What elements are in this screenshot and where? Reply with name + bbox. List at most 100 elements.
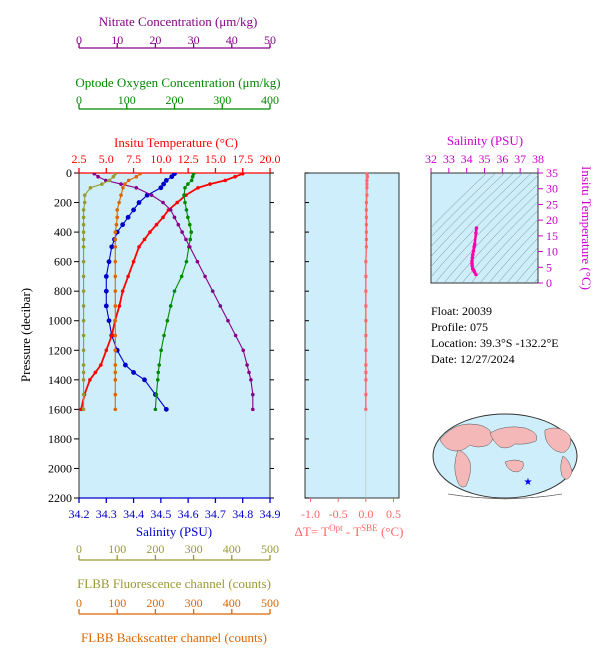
delta-t-point [364,201,368,205]
oxygen-point [183,185,187,190]
ts-density-isoline [461,201,538,283]
delta-t-panel-background [304,172,400,499]
salinity-point [122,362,128,368]
ts-point [470,259,474,263]
main-panel-background [78,172,271,499]
oxygen-point [184,208,189,212]
nitrate-point [168,208,173,212]
delta-t-axis-label: ΔT= TOpt - TSBE (°C) [295,523,404,539]
delta-t-point [364,407,368,411]
backscatter-point [123,182,127,186]
delta-t-point [364,289,368,293]
ts-density-isoline [515,257,538,283]
nitrate-point [249,378,253,382]
temperature-tick-label: 12.5 [178,152,199,166]
delta-t-point [365,172,369,176]
oxygen-tick-label: 100 [118,93,136,107]
pressure-tick-label: 2000 [48,461,72,475]
oxygen-tick-label: 300 [213,93,231,107]
backscatter-point [119,193,123,197]
nitrate-point [195,259,200,264]
ts-point [474,226,479,230]
backscatter-point [117,200,121,205]
salinity-point [131,207,136,213]
delta-t-point [364,274,368,278]
ts-salinity-tick-label: 32 [425,152,437,166]
salinity-point [131,370,136,375]
nitrate-point [176,222,181,227]
backscatter-point [113,274,118,279]
salinity-point [169,174,175,180]
delta-t-tick-label: 0.0 [358,507,373,521]
nitrate-point [172,215,177,220]
fluorescence-point [82,193,87,197]
temperature-point [131,259,136,264]
delta-t-point [365,175,369,179]
delta-t-point [364,304,368,308]
backscatter-point [134,174,139,179]
ts-density-isoline [431,173,515,257]
backscatter-point [113,333,118,338]
oxygen-point [186,182,190,186]
ts-salinity-tick-label: 34 [461,152,473,166]
pressure-tick-label: 2200 [48,491,72,505]
ts-temperature-tick-label: 0 [546,276,552,290]
temperature-point [154,222,159,227]
backscatter-tick-label: 300 [185,596,203,610]
oxygen-point [153,407,158,412]
fluorescence-point [81,222,86,227]
salinity-point [106,259,112,265]
fluorescence-point [81,378,86,382]
ts-point [472,245,476,249]
backscatter-point [114,222,119,227]
temperature-point [161,215,165,220]
backscatter-tick-label: 100 [108,596,126,610]
delta-t-point [364,245,368,249]
pressure-tick-label: 1200 [48,343,72,357]
ts-temperature-tick-label: 5 [546,260,552,274]
fluorescence-point [81,304,86,308]
nitrate-point [119,182,123,186]
salinity-point [163,406,169,412]
nitrate-point [251,407,255,412]
fluorescence-point [81,215,86,220]
nitrate-point [149,193,154,197]
delta-t-point [364,215,368,219]
float-id-text: Float: 20039 [431,304,493,318]
fluorescence-tick-label: 300 [185,542,203,556]
salinity-tick-label: 34.8 [232,507,253,521]
fluorescence-point [81,348,86,353]
nitrate-axis-label: Nitrate Concentration (μm/kg) [99,14,258,29]
backscatter-point [126,178,131,183]
ts-temperature-tick-label: 35 [546,166,558,180]
temperature-point [137,245,141,249]
backscatter-axis: 0 100 200 300 400 500 FLBB Backscatter channe… [76,596,279,645]
salinity-tick-label: 34.5 [150,507,171,521]
backscatter-point [113,348,118,353]
salinity-axis-label: Salinity (PSU) [136,524,212,539]
ts-salinity-tick-label: 37 [514,152,526,166]
fluorescence-axis: 0 100 200 300 400 500 FLBB Fluorescence chann… [76,542,279,591]
nitrate-point [203,274,207,279]
backscatter-tick-label: 500 [261,596,279,610]
ts-density-isoline [431,173,524,267]
oxygen-point [162,333,166,338]
temperature-point [175,200,180,205]
ts-temperature-tick-label: 20 [546,213,558,227]
nitrate-axis: Nitrate Concentration (μm/kg) 0 10 20 30 40 5… [76,14,276,49]
salinity-point [103,274,109,279]
backscatter-point [121,185,125,190]
backscatter-tick-label: 0 [76,596,82,610]
backscatter-point [113,237,118,242]
delta-t-point [364,208,368,212]
oxygen-point [154,392,159,397]
fluorescence-point [111,174,116,179]
oxygen-point [172,289,177,293]
ts-point [470,263,474,268]
backscatter-tick-label: 200 [146,596,164,610]
backscatter-point [113,245,118,249]
oxygen-tick-label: 400 [261,93,279,107]
date-text: Date: 12/27/2024 [431,352,515,366]
backscatter-point [113,230,118,234]
salinity-tick-label: 34.4 [123,507,144,521]
